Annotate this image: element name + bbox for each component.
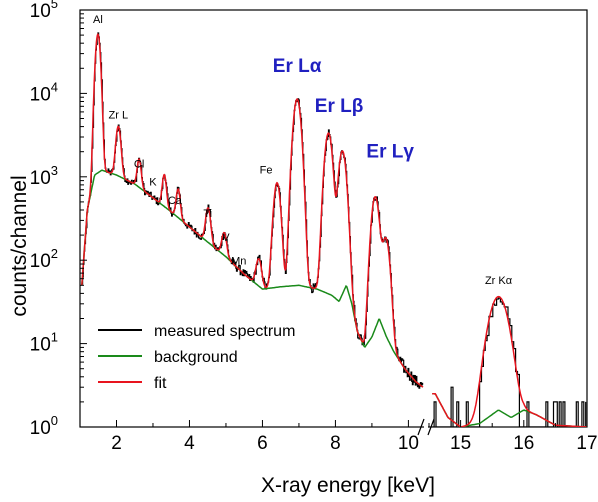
x-tick-label: 16 — [513, 433, 534, 454]
x-tick-label: 6 — [257, 433, 268, 454]
x-tick-label: 2 — [111, 433, 122, 454]
er-line-label: Er Lβ — [315, 96, 364, 117]
peak-label: Ti — [203, 208, 212, 220]
peak-label: Mn — [231, 255, 246, 267]
x-tick-label: 15 — [450, 433, 471, 454]
x-tick-label: 10 — [398, 433, 419, 454]
peak-label: Cl — [134, 158, 144, 170]
y-tick-label: 101 — [30, 330, 58, 356]
y-tick-label: 103 — [30, 163, 58, 189]
peak-label: Ca — [168, 195, 183, 207]
y-tick-label: 104 — [30, 79, 58, 105]
peak-label-layer: Al Zr L Cl K Ca Ti VMn Fe Zr Kα Er Lα Er Lβ Er Lγ — [93, 14, 513, 287]
peak-label: Zr Kα — [485, 275, 513, 287]
plot-frame — [79, 9, 588, 428]
axis-break-mark — [417, 418, 425, 436]
y-tick-label: 105 — [30, 0, 58, 22]
x-tick-label: 8 — [330, 433, 341, 454]
legend-label: measured spectrum — [154, 323, 295, 340]
x-axis-title: X-ray energy [keV] — [261, 474, 435, 497]
peak-label: Fe — [260, 164, 273, 176]
legend-label: fit — [154, 375, 167, 392]
x-tick-label: 4 — [184, 433, 195, 454]
fit-line — [81, 32, 587, 427]
legend: measured spectrum background fit — [98, 323, 295, 392]
peak-label: Zr L — [109, 110, 129, 122]
er-line-label: Er Lγ — [366, 142, 414, 163]
y-axis-title: counts/channel — [8, 175, 31, 316]
x-tick-label: 17 — [576, 433, 597, 454]
peak-label: K — [149, 176, 157, 188]
measured-spectrum-line — [81, 32, 587, 427]
plot-border — [79, 9, 588, 428]
peak-label: Al — [93, 14, 103, 26]
y-tick-label: 100 — [30, 413, 58, 439]
axis-break-mark — [427, 418, 435, 436]
axis-break-gap — [424, 417, 428, 437]
y-tick-label: 102 — [30, 246, 58, 272]
peak-label: V — [222, 232, 230, 244]
axis-layer: 2 4 6 8 10 15 16 17 100 101 102 103 104 105 — [30, 0, 598, 454]
series-layer — [81, 32, 587, 427]
er-line-label: Er Lα — [273, 56, 322, 77]
legend-label: background — [154, 349, 238, 366]
